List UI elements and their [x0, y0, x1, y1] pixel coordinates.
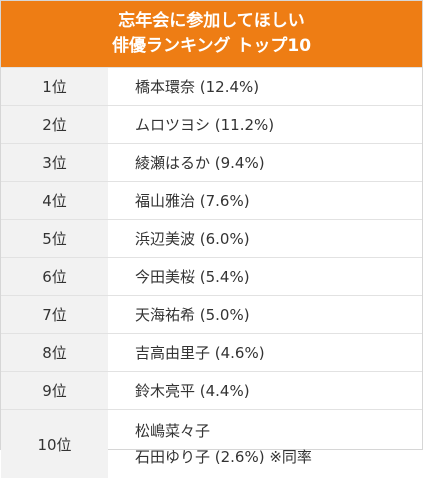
- table-row: 2位 ムロツヨシ (11.2%): [1, 105, 422, 143]
- header-title-line1: 忘年会に参加してほしい: [118, 11, 305, 31]
- rank-cell: 2位: [1, 106, 108, 143]
- actor-name-line2: 石田ゆり子 (2.6%) ※同率: [135, 448, 312, 466]
- actor-cell: 松嶋菜々子 石田ゆり子 (2.6%) ※同率: [108, 410, 422, 478]
- actor-cell: 綾瀬はるか (9.4%): [135, 154, 265, 172]
- table-row: 3位 綾瀬はるか (9.4%): [1, 143, 422, 181]
- actor-cell: 吉高由里子 (4.6%): [135, 344, 265, 362]
- rank-cell: 9位: [1, 372, 108, 409]
- table-row: 9位 鈴木亮平 (4.4%): [1, 371, 422, 409]
- actor-name-line1: 松嶋菜々子: [135, 422, 211, 440]
- rank-cell: 3位: [1, 144, 108, 181]
- table-row: 1位 橋本環奈 (12.4%): [1, 68, 422, 105]
- actor-cell: 福山雅治 (7.6%): [135, 192, 250, 210]
- table-row: 5位 浜辺美波 (6.0%): [1, 219, 422, 257]
- table-row: 4位 福山雅治 (7.6%): [1, 181, 422, 219]
- actor-cell: ムロツヨシ (11.2%): [135, 116, 275, 134]
- rank-cell: 10位: [1, 410, 108, 478]
- ranking-rows: 1位 橋本環奈 (12.4%) 2位 ムロツヨシ (11.2%) 3位 綾瀬はる…: [1, 67, 422, 478]
- actor-cell: 橋本環奈 (12.4%): [135, 78, 260, 96]
- rank-cell: 6位: [1, 258, 108, 295]
- rank-cell: 5位: [1, 220, 108, 257]
- actor-cell: 天海祐希 (5.0%): [135, 306, 250, 324]
- actor-cell: 今田美桜 (5.4%): [135, 268, 250, 286]
- header-title-line2: 俳優ランキング トップ10: [111, 36, 312, 56]
- table-row: 8位 吉高由里子 (4.6%): [1, 333, 422, 371]
- actor-cell: 鈴木亮平 (4.4%): [135, 382, 250, 400]
- table-row: 10位 松嶋菜々子 石田ゆり子 (2.6%) ※同率: [1, 409, 422, 478]
- table-row: 7位 天海祐希 (5.0%): [1, 295, 422, 333]
- rank-cell: 1位: [1, 68, 108, 105]
- rank-cell: 7位: [1, 296, 108, 333]
- table-row: 6位 今田美桜 (5.4%): [1, 257, 422, 295]
- rank-cell: 4位: [1, 182, 108, 219]
- actor-cell: 浜辺美波 (6.0%): [135, 230, 250, 248]
- table-header: 忘年会に参加してほしい 俳優ランキング トップ10: [1, 1, 422, 67]
- rank-cell: 8位: [1, 334, 108, 371]
